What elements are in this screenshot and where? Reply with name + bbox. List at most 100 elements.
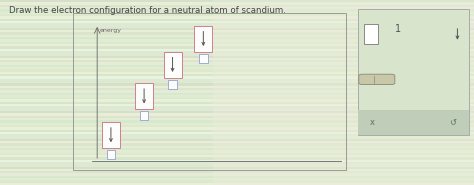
- FancyBboxPatch shape: [359, 74, 395, 85]
- Bar: [213, 176, 474, 178]
- Bar: [213, 60, 474, 63]
- Bar: [0, 7, 474, 9]
- Bar: [0, 16, 474, 18]
- Bar: [213, 153, 474, 155]
- Bar: [213, 69, 474, 72]
- Bar: [0, 134, 474, 137]
- Bar: [213, 111, 474, 113]
- Bar: [0, 60, 474, 63]
- Bar: [213, 130, 474, 132]
- Bar: [0, 39, 474, 42]
- Bar: [0, 164, 474, 166]
- Bar: [0, 49, 474, 51]
- Bar: [213, 14, 474, 16]
- Bar: [0, 72, 474, 74]
- Bar: [213, 30, 474, 32]
- Bar: [213, 56, 474, 58]
- Bar: [0, 92, 474, 95]
- Bar: [213, 46, 474, 48]
- Bar: [213, 44, 474, 46]
- Bar: [213, 74, 474, 76]
- Bar: [213, 86, 474, 88]
- Bar: [213, 39, 474, 42]
- Bar: [0, 120, 474, 123]
- Bar: [358, 9, 469, 135]
- Bar: [213, 183, 474, 185]
- Bar: [0, 76, 474, 79]
- Bar: [213, 104, 474, 106]
- Bar: [213, 7, 474, 9]
- Text: ↺: ↺: [449, 118, 456, 127]
- Bar: [213, 125, 474, 127]
- Bar: [0, 118, 474, 120]
- Bar: [0, 51, 474, 53]
- Bar: [213, 106, 474, 109]
- Bar: [213, 16, 474, 18]
- Bar: [213, 150, 474, 153]
- Bar: [140, 111, 148, 120]
- Bar: [213, 26, 474, 28]
- Bar: [213, 171, 474, 174]
- Bar: [213, 178, 474, 180]
- Bar: [358, 110, 469, 135]
- Bar: [213, 37, 474, 39]
- Bar: [0, 14, 474, 16]
- Bar: [0, 159, 474, 162]
- Bar: [0, 97, 474, 100]
- Bar: [213, 35, 474, 37]
- Bar: [0, 153, 474, 155]
- Bar: [213, 116, 474, 118]
- Bar: [0, 28, 474, 30]
- Bar: [213, 5, 474, 7]
- Bar: [0, 79, 474, 81]
- Bar: [213, 65, 474, 67]
- Bar: [213, 146, 474, 148]
- Bar: [213, 113, 474, 116]
- Bar: [213, 164, 474, 166]
- Bar: [0, 23, 474, 26]
- Bar: [0, 174, 474, 176]
- Bar: [168, 80, 177, 89]
- Bar: [0, 125, 474, 127]
- Bar: [0, 132, 474, 134]
- Bar: [213, 141, 474, 143]
- Bar: [0, 139, 474, 141]
- Bar: [213, 95, 474, 97]
- Bar: [213, 132, 474, 134]
- Bar: [213, 21, 474, 23]
- Bar: [0, 113, 474, 116]
- Bar: [0, 44, 474, 46]
- Bar: [213, 102, 474, 104]
- Bar: [364, 24, 378, 44]
- Bar: [0, 26, 474, 28]
- Bar: [213, 53, 474, 55]
- Bar: [213, 97, 474, 100]
- Bar: [213, 90, 474, 92]
- Bar: [213, 12, 474, 14]
- Bar: [0, 9, 474, 12]
- Bar: [0, 88, 474, 90]
- Bar: [0, 69, 474, 72]
- Bar: [0, 171, 474, 174]
- Bar: [102, 122, 120, 148]
- Bar: [213, 118, 474, 120]
- Bar: [0, 5, 474, 7]
- Bar: [0, 21, 474, 23]
- Bar: [213, 2, 474, 5]
- Bar: [0, 178, 474, 180]
- Bar: [0, 148, 474, 150]
- Bar: [0, 65, 474, 67]
- Bar: [213, 148, 474, 150]
- Text: energy: energy: [100, 28, 121, 33]
- Bar: [213, 157, 474, 159]
- Bar: [213, 180, 474, 183]
- Bar: [0, 86, 474, 88]
- Bar: [213, 67, 474, 69]
- Bar: [213, 83, 474, 85]
- Bar: [213, 28, 474, 30]
- Bar: [0, 12, 474, 14]
- Bar: [213, 72, 474, 74]
- Bar: [213, 155, 474, 157]
- Bar: [0, 74, 474, 76]
- Bar: [213, 123, 474, 125]
